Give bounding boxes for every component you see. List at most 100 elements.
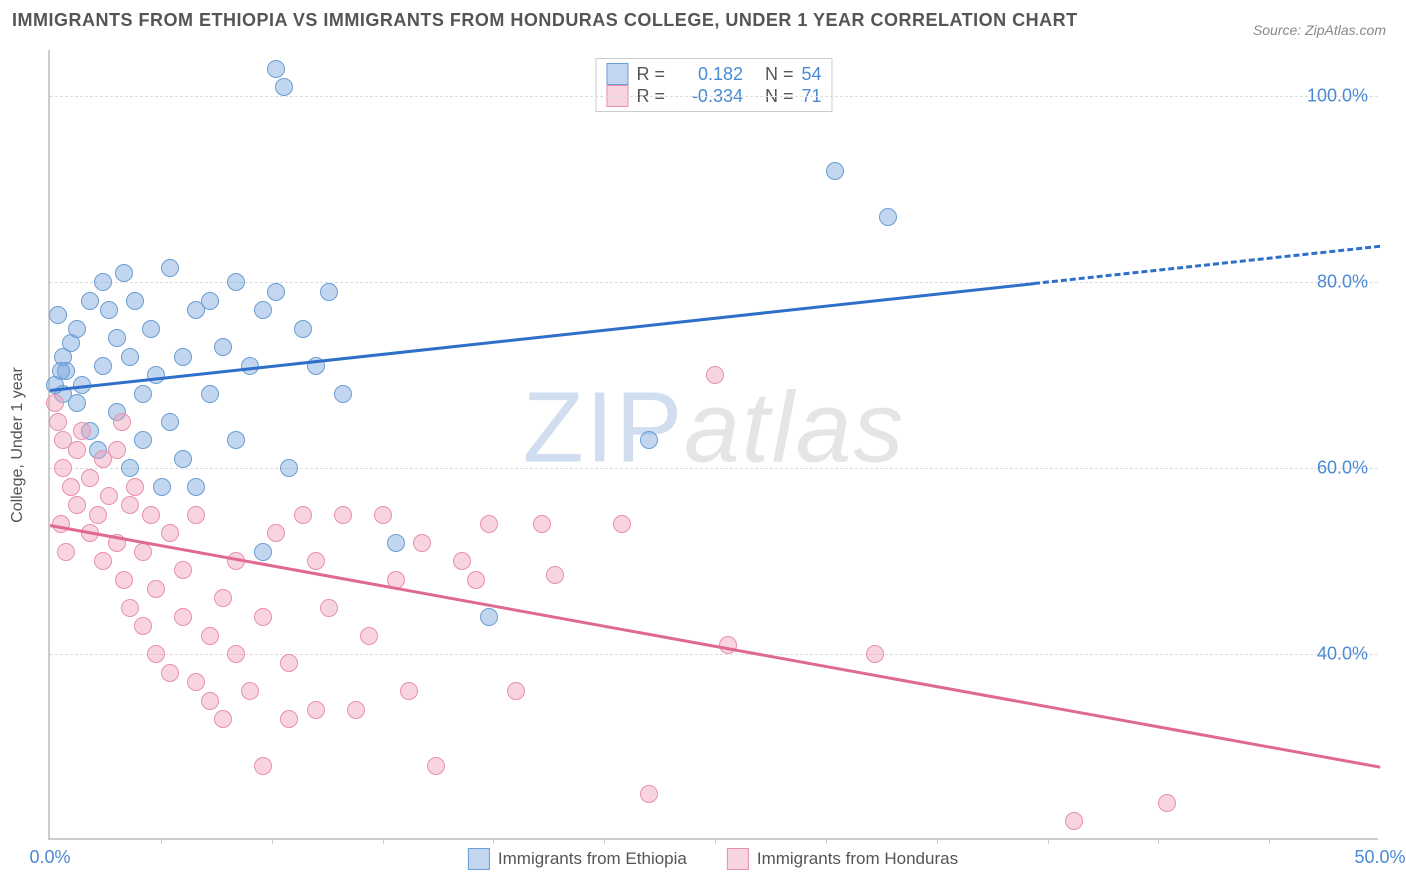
data-point: [347, 701, 365, 719]
legend-series-item: Immigrants from Honduras: [727, 848, 958, 870]
legend-series-label: Immigrants from Ethiopia: [498, 849, 687, 869]
data-point: [57, 543, 75, 561]
data-point: [533, 515, 551, 533]
data-point: [49, 413, 67, 431]
data-point: [480, 608, 498, 626]
legend-swatch: [727, 848, 749, 870]
legend-n-value: 54: [802, 64, 822, 85]
x-tick-mark: [493, 838, 494, 844]
x-tick-mark: [161, 838, 162, 844]
gridline: [50, 468, 1378, 469]
x-tick-mark: [715, 838, 716, 844]
data-point: [174, 450, 192, 468]
data-point: [201, 292, 219, 310]
data-point: [161, 413, 179, 431]
data-point: [201, 692, 219, 710]
data-point: [480, 515, 498, 533]
data-point: [334, 506, 352, 524]
data-point: [115, 264, 133, 282]
x-tick-mark: [1158, 838, 1159, 844]
data-point: [147, 366, 165, 384]
data-point: [187, 506, 205, 524]
trend-line: [50, 282, 1035, 392]
data-point: [68, 496, 86, 514]
data-point: [49, 306, 67, 324]
data-point: [174, 608, 192, 626]
x-tick-mark: [937, 838, 938, 844]
data-point: [161, 259, 179, 277]
x-tick-mark: [383, 838, 384, 844]
data-point: [142, 506, 160, 524]
data-point: [134, 543, 152, 561]
data-point: [134, 385, 152, 403]
data-point: [320, 283, 338, 301]
data-point: [81, 469, 99, 487]
data-point: [62, 478, 80, 496]
data-point: [161, 664, 179, 682]
x-tick-mark: [1048, 838, 1049, 844]
legend-series: Immigrants from Ethiopia Immigrants from …: [468, 848, 958, 870]
data-point: [153, 478, 171, 496]
data-point: [126, 292, 144, 310]
data-point: [108, 329, 126, 347]
data-point: [68, 394, 86, 412]
data-point: [54, 459, 72, 477]
data-point: [214, 710, 232, 728]
data-point: [68, 320, 86, 338]
gridline: [50, 654, 1378, 655]
data-point: [320, 599, 338, 617]
watermark-ip: IP: [586, 372, 684, 484]
x-tick-mark: [1269, 838, 1270, 844]
data-point: [126, 478, 144, 496]
data-point: [187, 478, 205, 496]
source-attribution: Source: ZipAtlas.com: [1253, 22, 1386, 38]
data-point: [467, 571, 485, 589]
data-point: [374, 506, 392, 524]
data-point: [254, 757, 272, 775]
gridline: [50, 96, 1378, 97]
data-point: [613, 515, 631, 533]
data-point: [161, 524, 179, 542]
data-point: [73, 422, 91, 440]
data-point: [267, 283, 285, 301]
plot-region: ZIPatlas R = 0.182N = 54R = -0.334N = 71…: [48, 50, 1378, 840]
data-point: [254, 301, 272, 319]
data-point: [334, 385, 352, 403]
data-point: [121, 348, 139, 366]
data-point: [94, 273, 112, 291]
data-point: [227, 431, 245, 449]
data-point: [241, 682, 259, 700]
watermark-atlas: atlas: [684, 372, 905, 484]
data-point: [267, 524, 285, 542]
data-point: [100, 301, 118, 319]
data-point: [294, 506, 312, 524]
legend-series-item: Immigrants from Ethiopia: [468, 848, 687, 870]
data-point: [134, 617, 152, 635]
data-point: [214, 589, 232, 607]
y-tick-label: 100.0%: [1307, 86, 1368, 107]
data-point: [68, 441, 86, 459]
data-point: [254, 608, 272, 626]
data-point: [121, 459, 139, 477]
data-point: [46, 394, 64, 412]
data-point: [879, 208, 897, 226]
legend-correlation: R = 0.182N = 54R = -0.334N = 71: [595, 58, 832, 112]
data-point: [115, 571, 133, 589]
data-point: [94, 357, 112, 375]
legend-r-value: 0.182: [673, 64, 743, 85]
y-tick-label: 80.0%: [1317, 272, 1368, 293]
data-point: [187, 673, 205, 691]
data-point: [360, 627, 378, 645]
data-point: [254, 543, 272, 561]
data-point: [427, 757, 445, 775]
data-point: [121, 496, 139, 514]
data-point: [174, 348, 192, 366]
legend-swatch: [606, 63, 628, 85]
data-point: [227, 645, 245, 663]
x-tick-mark: [826, 838, 827, 844]
data-point: [214, 338, 232, 356]
data-point: [280, 459, 298, 477]
y-tick-label: 40.0%: [1317, 644, 1368, 665]
data-point: [89, 506, 107, 524]
data-point: [453, 552, 471, 570]
